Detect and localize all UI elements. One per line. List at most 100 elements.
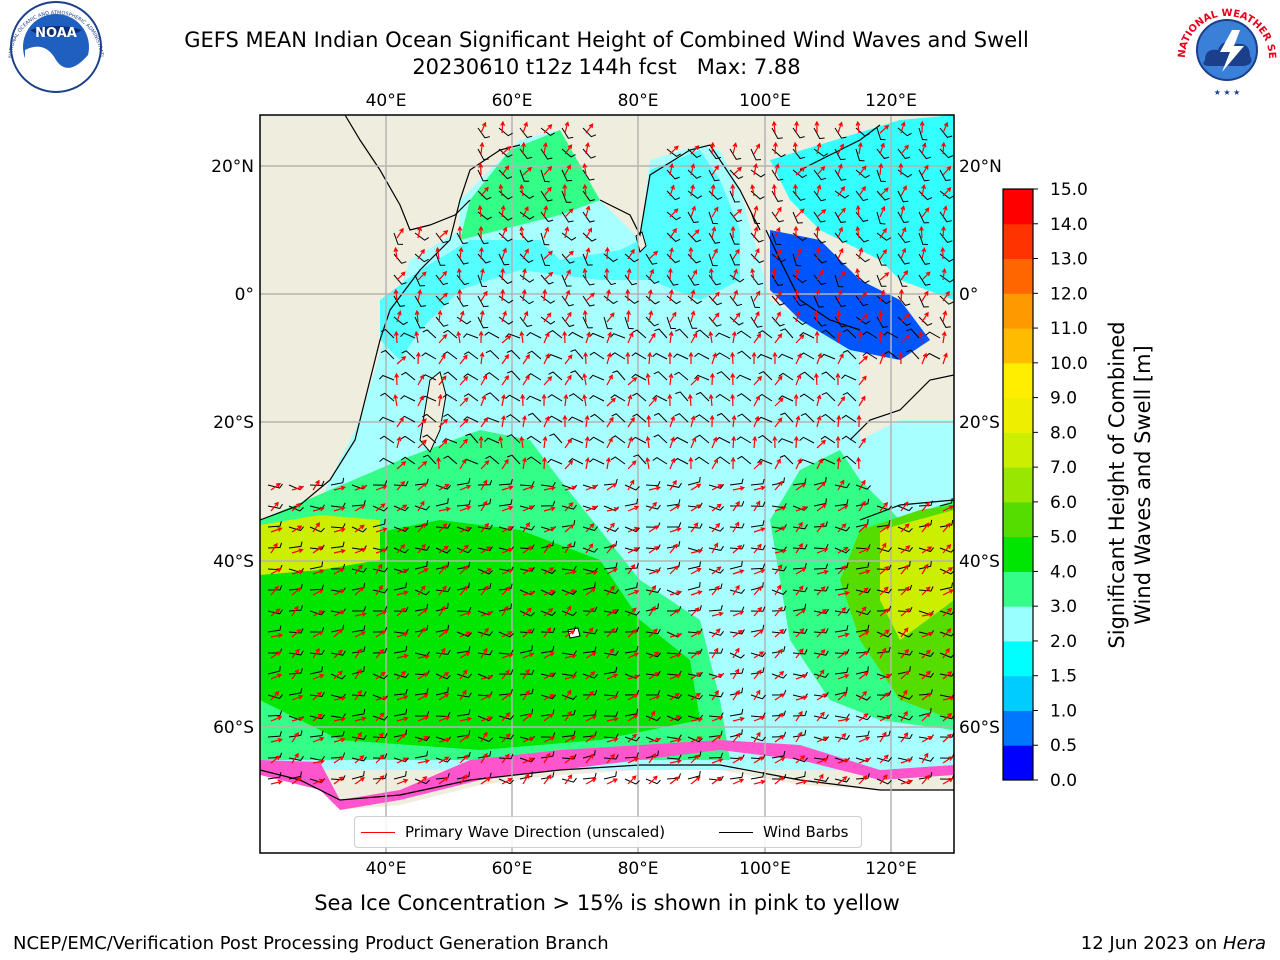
wave-direction-arrow: [921, 563, 929, 575]
wave-direction-arrow: [500, 204, 506, 218]
wind-barb: [519, 316, 533, 328]
wave-direction-arrow: [669, 673, 682, 680]
wave-direction-arrow: [606, 397, 616, 407]
wave-direction-arrow: [753, 689, 761, 701]
wind-barb: [540, 316, 556, 325]
colorbar-label-line1: Significant Height of Combined: [1105, 321, 1129, 648]
wave-direction-arrow: [562, 330, 568, 344]
wave-direction-arrow: [522, 267, 527, 281]
wind-barb: [645, 316, 659, 327]
wind-barb: [821, 371, 836, 381]
wind-barb: [288, 541, 303, 549]
wave-direction-arrow: [813, 372, 819, 386]
wave-direction-arrow: [438, 776, 449, 785]
wind-barb: [351, 606, 367, 612]
wave-direction-arrow: [564, 289, 571, 302]
wave-direction-arrow: [522, 628, 533, 638]
wave-direction-arrow: [606, 737, 619, 743]
wave-direction-arrow: [837, 732, 847, 743]
wind-barb: [435, 687, 449, 696]
wave-direction-arrow: [438, 545, 449, 554]
wave-direction-arrow: [543, 652, 555, 659]
wind-barb: [842, 329, 857, 339]
wind-barb: [813, 253, 827, 264]
wind-barb: [561, 694, 577, 700]
wave-direction-arrow: [648, 737, 661, 743]
wave-direction-arrow: [816, 586, 826, 596]
wave-direction-arrow: [375, 712, 385, 722]
wind-barb: [372, 647, 388, 654]
wind-barb: [498, 169, 513, 180]
wind-barb: [267, 521, 282, 528]
wave-direction-arrow: [606, 374, 613, 386]
wind-barb: [834, 777, 850, 783]
wind-barb: [463, 351, 479, 360]
wind-barb: [939, 232, 953, 243]
wind-barb: [526, 435, 542, 444]
wave-direction-arrow: [375, 671, 386, 680]
wind-barb: [589, 395, 605, 402]
coastlines: [260, 115, 954, 801]
wind-barb: [666, 715, 682, 722]
wave-direction-arrow: [312, 589, 324, 596]
wind-barb: [876, 505, 892, 511]
wave-direction-arrow: [606, 416, 614, 428]
wind-barb: [757, 353, 773, 360]
wave-direction-arrow: [879, 124, 890, 134]
wind-barb: [708, 505, 724, 511]
svg-text:NATIONAL WEATHER SERVICE: NATIONAL WEATHER SERVICE: [0, 0, 1277, 59]
wave-direction-arrow: [857, 141, 863, 155]
wave-direction-arrow: [627, 629, 638, 638]
wave-direction-arrow: [459, 585, 468, 596]
wave-direction-arrow: [921, 612, 935, 617]
legend-label-barbs: Wind Barbs: [763, 823, 849, 841]
wind-barb: [631, 352, 647, 360]
wind-barb: [330, 624, 345, 633]
wind-barb: [876, 274, 887, 287]
wave-direction-arrow: [396, 670, 407, 680]
wave-direction-arrow: [900, 608, 911, 617]
wind-barb: [456, 646, 471, 654]
wave-direction-arrow: [879, 629, 890, 638]
wind-barb: [582, 730, 597, 738]
wave-direction-arrow: [480, 121, 487, 134]
wind-barb: [799, 332, 815, 339]
wind-barb: [792, 603, 807, 612]
wave-direction-arrow: [564, 250, 574, 260]
ocean-field-moderate-east: [770, 115, 954, 300]
wave-direction-arrow: [543, 506, 556, 512]
wave-direction-arrow: [858, 713, 869, 722]
wave-direction-arrow: [585, 607, 595, 617]
wave-direction-arrow: [333, 485, 346, 491]
wave-direction-arrow: [921, 271, 931, 281]
wind-barb: [771, 673, 787, 679]
wave-direction-arrow: [354, 524, 365, 533]
wave-direction-arrow: [648, 710, 656, 722]
wave-direction-arrow: [396, 480, 406, 491]
wave-direction-arrow: [816, 547, 829, 554]
wind-barb: [708, 568, 724, 574]
wind-barb: [561, 148, 576, 158]
wave-direction-arrow: [690, 229, 700, 239]
wind-barb: [456, 547, 472, 554]
wave-direction-arrow: [564, 502, 574, 512]
legend-swatch-wave: [361, 831, 395, 833]
wave-direction-arrow: [941, 141, 947, 155]
wind-barb: [624, 736, 640, 742]
wave-direction-arrow: [417, 608, 428, 617]
wave-direction-arrow: [919, 225, 924, 239]
wave-direction-arrow: [270, 568, 282, 575]
wave-direction-arrow: [606, 331, 612, 344]
wind-barb: [372, 519, 386, 528]
wind-barb: [736, 393, 752, 402]
wind-barb: [477, 631, 493, 636]
wave-direction-arrow: [837, 632, 850, 638]
wind-barb: [652, 456, 668, 465]
wind-barb: [288, 756, 304, 761]
colorbar-segment: [1003, 606, 1033, 642]
wind-barb: [393, 274, 407, 285]
wind-barb: [435, 253, 446, 266]
wind-barb: [687, 523, 703, 529]
wind-barb: [422, 434, 437, 444]
wind-barb: [687, 736, 703, 743]
